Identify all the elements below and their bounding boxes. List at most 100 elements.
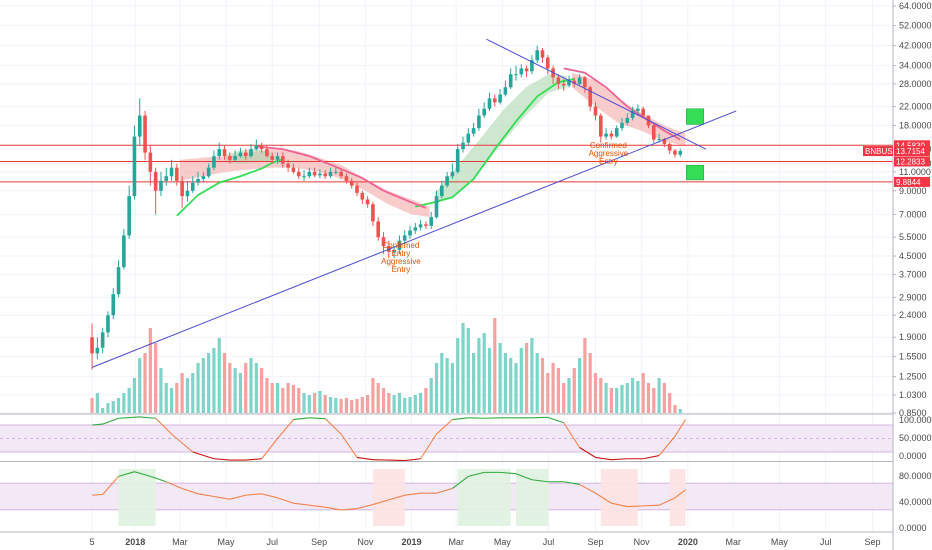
candle-body [286, 163, 290, 168]
volume-bar [376, 383, 380, 413]
oscillator-2-line [515, 473, 533, 481]
x-tick-label: Sep [865, 537, 881, 547]
volume-bar [392, 395, 396, 413]
candle-body [376, 221, 381, 238]
y-tick-label: 1.5500 [899, 351, 927, 361]
oscillator-1-line [171, 433, 194, 453]
oscillator-2-line [372, 499, 389, 506]
trendlines[interactable] [91, 38, 737, 368]
candle-body [238, 152, 243, 157]
volume-bar [572, 368, 576, 413]
symbol-tag: BNBUSDT [865, 147, 903, 156]
volume-bar [207, 353, 211, 413]
candle-body [530, 60, 534, 72]
oscillator-2-line [643, 504, 660, 507]
volume-bar [546, 373, 550, 413]
symbol-tag-bg [863, 146, 893, 157]
target-box [686, 108, 704, 125]
candle-body [572, 80, 577, 84]
volume-bar [127, 388, 131, 413]
volume-bar [217, 338, 221, 413]
volume-bar [466, 328, 470, 413]
candle-body [281, 156, 285, 164]
candle-body [620, 122, 624, 129]
volume-bar [323, 395, 327, 413]
volume-bar [307, 395, 311, 413]
x-tick-label: Mar [448, 537, 464, 547]
oscillator-1-tick-label: 0.0000 [899, 451, 927, 461]
oscillator-1-line [436, 419, 453, 435]
volume-bar [339, 399, 343, 413]
volume-bar [265, 378, 269, 413]
oscillator-1-line [404, 458, 421, 462]
oscillator-1-line [293, 417, 310, 421]
volume-bar [132, 378, 137, 413]
time-axis[interactable]: 5 2018 Mar May Jul Sep Nov 2019 Mar May Jul Sep Nov 2… [90, 537, 881, 547]
candle-body [259, 145, 264, 150]
oscillator-2-line [674, 489, 686, 499]
volume-bar [397, 393, 402, 413]
volume-bar [366, 395, 370, 413]
price-tag-bg [894, 156, 930, 167]
oscillator-2-line [261, 493, 278, 499]
candle-body [418, 224, 423, 228]
x-tick-label: Nov [634, 537, 651, 547]
volume-bar [673, 405, 677, 413]
trendline [486, 38, 707, 150]
oscillator-1-line [563, 422, 581, 448]
candle-body [498, 94, 502, 103]
oscillator-1-line [340, 433, 358, 458]
volume-bar [668, 393, 672, 413]
ichimoku-cloud [179, 72, 686, 218]
volume-bar [434, 363, 439, 413]
volume-bar [196, 363, 200, 413]
volume-bar [657, 378, 661, 413]
candle-body [206, 167, 211, 177]
volume-bar [472, 353, 476, 413]
target-boxes[interactable] [686, 108, 704, 181]
oscillator-2-line [293, 502, 310, 506]
volume-bar [419, 393, 423, 413]
oscillator-1-line [547, 416, 564, 424]
price-tag-last: 13.7154 [896, 147, 925, 156]
candle-body [492, 98, 497, 103]
candle-body [455, 149, 460, 172]
oscillator-1-line [643, 455, 660, 460]
candle-body [291, 167, 296, 172]
trendline [91, 110, 737, 368]
volume-bar [477, 338, 481, 413]
oscillator-2-tick-label: 40.0000 [899, 497, 932, 507]
volume-bar [498, 343, 502, 413]
volume-bar [270, 383, 274, 413]
volume-bar [625, 383, 629, 413]
y-tick-label: 4.5000 [899, 251, 927, 261]
volume-bar [143, 353, 147, 413]
candle-body [487, 98, 492, 109]
volume-bar [318, 391, 322, 413]
volume-bar [408, 397, 412, 413]
volume-bar [519, 348, 523, 413]
volume-bar [101, 408, 105, 413]
oscillator-1-line [261, 438, 278, 460]
volume-bar [175, 383, 179, 413]
y-tick-label: 22.0000 [899, 102, 932, 112]
oscillator-2-line [468, 471, 485, 477]
volume-bar [313, 393, 317, 413]
volume-bar [424, 388, 428, 413]
candle-body [153, 171, 158, 191]
volume-bar [191, 373, 195, 413]
candle-body [630, 110, 635, 118]
oscillator-2-line [595, 492, 612, 504]
oscillator-1-line [92, 423, 103, 426]
candle-body [641, 108, 645, 116]
oscillator-1-line [674, 419, 687, 437]
volume-bar [169, 388, 174, 413]
candle-body [545, 57, 550, 69]
volume-bar [482, 333, 486, 413]
x-tick-label: Jul [820, 537, 832, 547]
price-tag: 12.2833 [896, 157, 925, 166]
candle-body [143, 115, 147, 153]
volume-bar [387, 393, 391, 413]
x-tick-label: Jul [543, 537, 555, 547]
